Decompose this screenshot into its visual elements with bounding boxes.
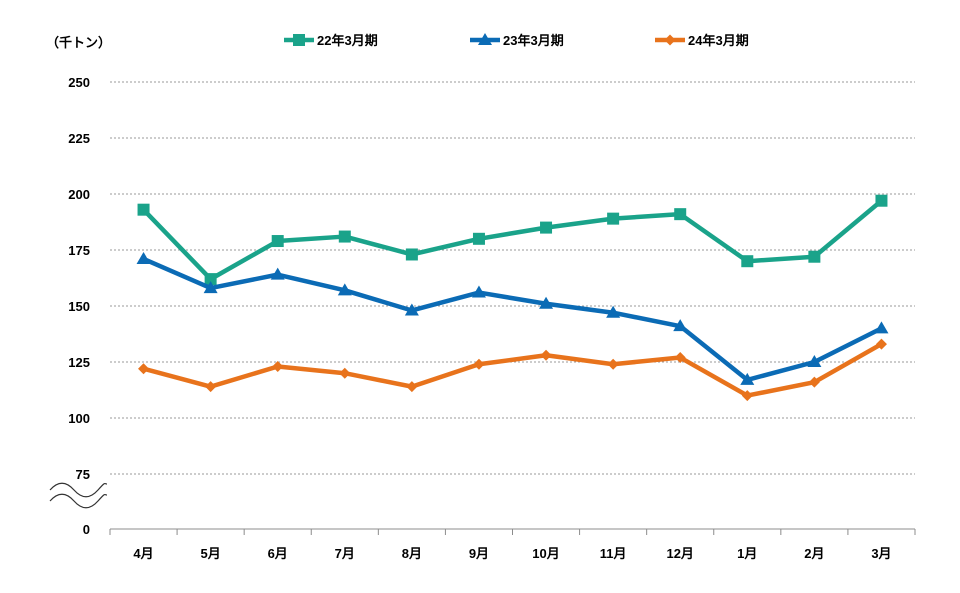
data-point	[136, 251, 151, 264]
data-point	[473, 358, 485, 370]
data-point	[673, 319, 688, 332]
axes	[109, 528, 916, 535]
data-point	[270, 267, 285, 280]
y-tick-label: 125	[68, 355, 90, 370]
data-point	[271, 235, 284, 248]
series-line	[142, 256, 883, 383]
series-line	[142, 342, 883, 398]
data-point	[606, 305, 621, 318]
data-point	[741, 255, 754, 268]
y-tick-label: 100	[68, 411, 90, 426]
y-unit-label: （千トン）	[46, 35, 111, 50]
data-point	[406, 381, 418, 393]
x-tick-label: 8月	[402, 546, 422, 561]
x-tick-labels: 4月 5月 6月 7月 8月 9月 10月 11月 12月 1月 2月 3月	[133, 546, 891, 561]
data-point	[875, 338, 887, 350]
legend-marker	[478, 33, 492, 45]
x-tick-label: 11月	[600, 546, 627, 561]
data-point	[874, 321, 889, 334]
data-point	[540, 349, 552, 361]
y-tick-label: 200	[68, 187, 90, 202]
y-tick-label: 175	[68, 243, 90, 258]
data-point	[807, 355, 822, 367]
data-point	[471, 285, 486, 298]
y-tick-labels: 250 225 200 175 150 125 100 75 0	[68, 75, 90, 537]
data-point	[272, 360, 284, 372]
legend: 22年3月期 23年3月期 24年3月期	[284, 33, 749, 48]
series-2	[136, 251, 889, 385]
legend-item: 24年3月期	[655, 33, 749, 48]
data-point	[404, 303, 419, 316]
data-point	[808, 376, 820, 388]
data-point	[539, 296, 554, 309]
data-point	[337, 283, 352, 296]
data-point	[740, 372, 755, 385]
data-point	[405, 248, 418, 261]
data-point	[808, 250, 821, 263]
series-3	[138, 338, 887, 402]
data-point	[137, 203, 150, 216]
data-point	[607, 358, 619, 370]
x-tick-label: 7月	[335, 546, 355, 561]
data-point	[338, 230, 351, 243]
x-tick-label: 9月	[469, 546, 489, 561]
series-line	[141, 198, 883, 282]
legend-label: 24年3月期	[688, 33, 749, 48]
series-1	[137, 194, 888, 286]
x-tick-label: 3月	[871, 546, 891, 561]
data-point	[540, 221, 553, 234]
x-tick-label: 4月	[133, 546, 153, 561]
legend-label: 22年3月期	[317, 33, 378, 48]
data-point	[472, 232, 485, 245]
data-point	[674, 208, 687, 221]
y-tick-label: 0	[83, 522, 90, 537]
y-tick-label: 75	[76, 467, 90, 482]
x-tick-label: 6月	[268, 546, 288, 561]
legend-item: 23年3月期	[470, 33, 564, 48]
x-tick-label: 12月	[666, 546, 693, 561]
data-point	[674, 352, 686, 364]
data-point	[204, 273, 217, 286]
legend-marker	[664, 34, 676, 46]
data-point	[741, 390, 753, 402]
x-tick-label: 10月	[532, 546, 559, 561]
data-point	[339, 367, 351, 379]
data-point	[138, 363, 150, 375]
data-point	[875, 194, 888, 207]
data-point	[607, 212, 620, 225]
x-tick-label: 1月	[737, 546, 757, 561]
y-tick-label: 225	[68, 131, 90, 146]
legend-label: 23年3月期	[503, 33, 564, 48]
grid-lines	[110, 81, 915, 475]
data-point	[203, 281, 218, 294]
break-line	[49, 493, 108, 509]
break-line	[49, 482, 108, 498]
legend-marker	[293, 34, 305, 46]
data-point	[205, 381, 217, 393]
axis-break-icon	[49, 482, 108, 509]
x-tick-label: 2月	[804, 546, 824, 561]
x-tick-label: 5月	[201, 546, 221, 561]
series-group	[136, 194, 889, 402]
y-tick-label: 250	[68, 75, 90, 90]
legend-item: 22年3月期	[284, 33, 378, 48]
y-tick-label: 150	[68, 299, 90, 314]
